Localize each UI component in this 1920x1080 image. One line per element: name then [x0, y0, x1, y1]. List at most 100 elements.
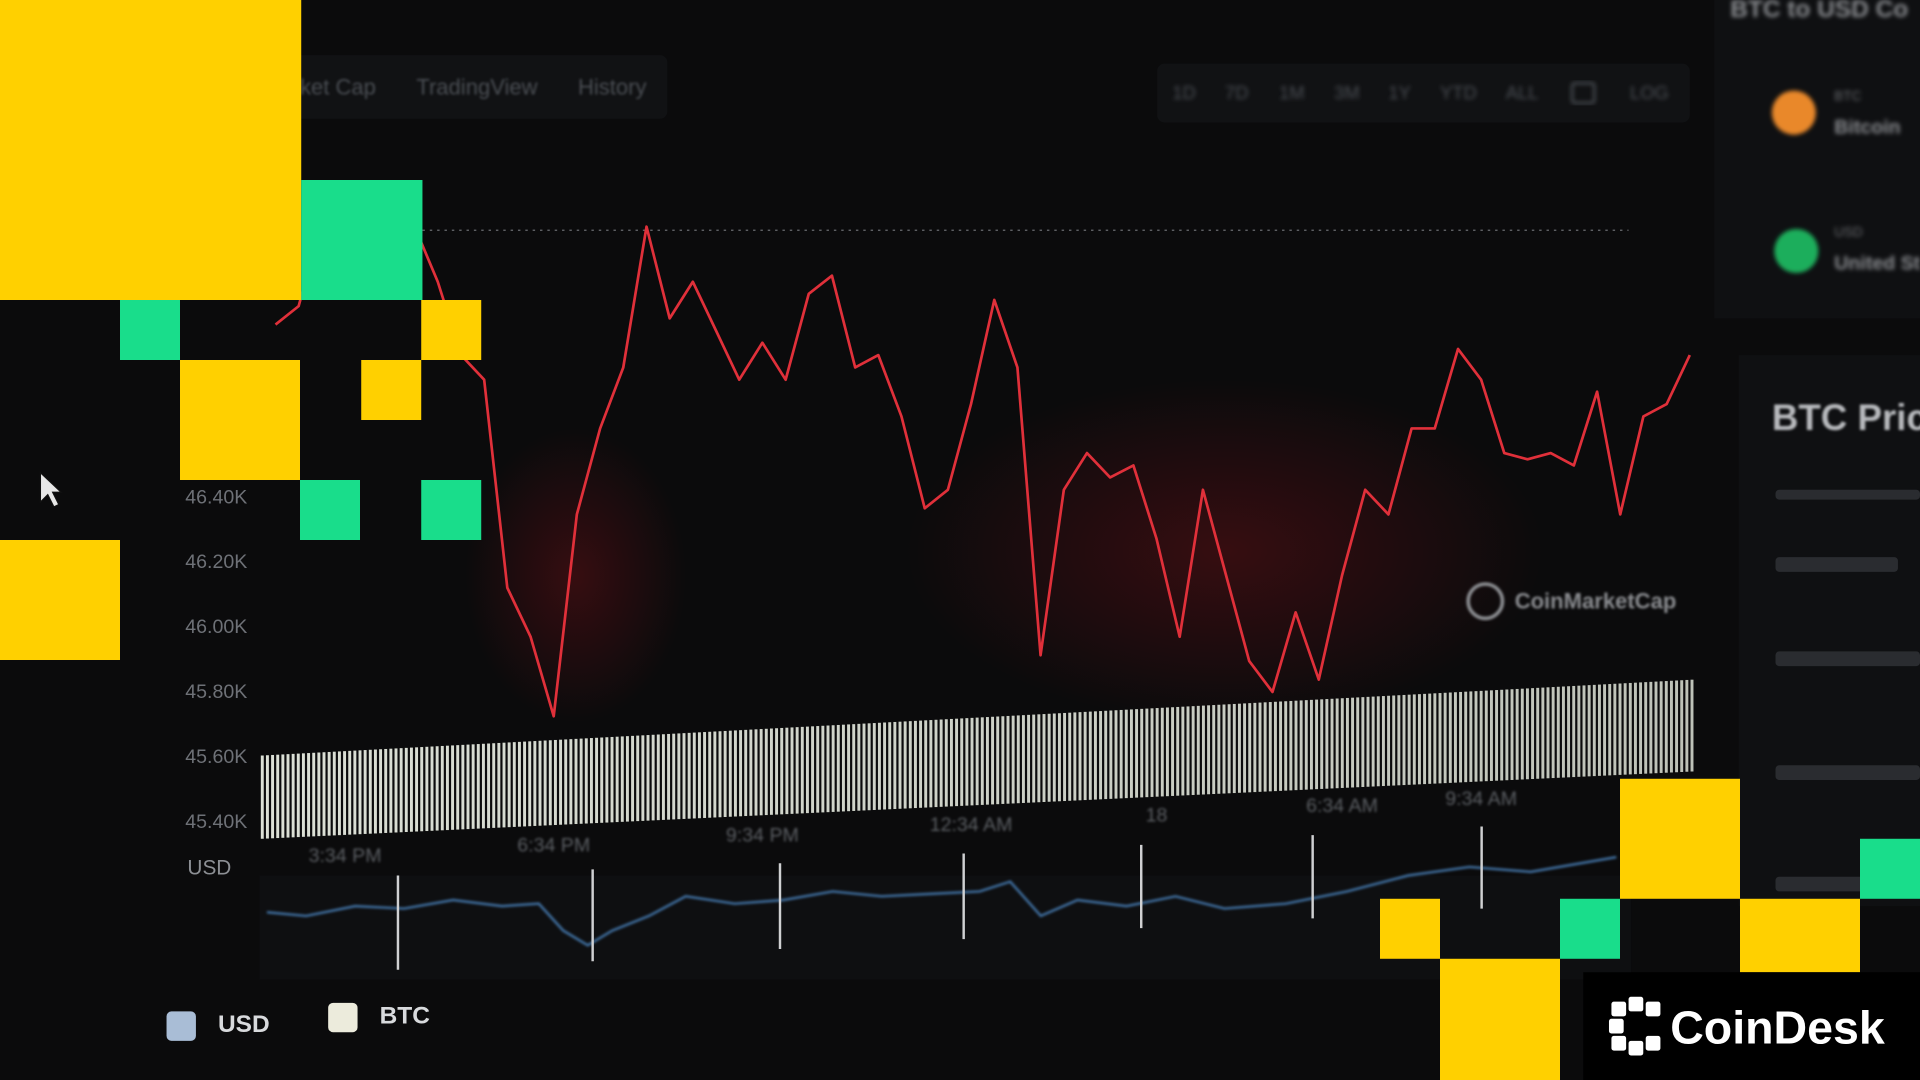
navigator-line: [266, 855, 1617, 947]
volume-bar: [1129, 709, 1133, 798]
y-axis-label: USD: [187, 856, 231, 879]
green-square: [421, 480, 482, 540]
volume-bar: [1448, 692, 1452, 783]
volume-bar: [1258, 702, 1262, 792]
volume-bar: [1366, 696, 1370, 787]
volume-bar: [1217, 704, 1221, 794]
volume-bar: [1623, 683, 1627, 775]
calendar-icon[interactable]: [1571, 82, 1596, 105]
volume-bar: [667, 733, 671, 820]
volume-bar: [805, 726, 809, 814]
volume-bar: [1536, 687, 1540, 779]
range-button[interactable]: 7D: [1225, 82, 1248, 103]
volume-bar: [615, 736, 619, 823]
volume-bar: [754, 729, 758, 816]
watermark: CoinMarketCap: [1515, 589, 1677, 614]
volume-bar: [1093, 711, 1097, 800]
volume-bar: [487, 743, 491, 829]
volume-bar: [836, 724, 840, 812]
volume-bar: [1078, 712, 1082, 801]
tab[interactable]: ket Cap: [300, 74, 376, 99]
volume-bar: [569, 739, 573, 825]
volume-bar: [497, 742, 501, 828]
volume-bar: [1222, 704, 1226, 794]
volume-bar: [1644, 682, 1648, 774]
volume-bar: [1685, 679, 1689, 772]
volume-bar: [939, 719, 943, 807]
volume-bar: [857, 723, 861, 811]
volume-bar: [307, 753, 311, 837]
volume-bar: [384, 748, 388, 833]
volume-bar: [1191, 706, 1195, 795]
volume-bar: [1505, 689, 1509, 781]
range-button[interactable]: 1Y: [1388, 82, 1410, 103]
volume-bar: [656, 734, 660, 821]
volume-bar: [1155, 708, 1159, 797]
yellow-square: [421, 300, 482, 360]
volume-bar: [975, 717, 979, 806]
volume-bar: [1633, 682, 1637, 775]
volume-bar: [1381, 696, 1385, 787]
volume-bar: [631, 735, 635, 822]
volume-bar: [579, 738, 583, 824]
volume-bar: [934, 719, 938, 808]
volume-bar: [1546, 687, 1550, 779]
volume-bar: [1453, 692, 1457, 783]
tab[interactable]: TradingView: [416, 74, 537, 99]
volume-bar: [872, 723, 876, 810]
volume-bar: [790, 727, 794, 814]
volume-bar: [1649, 681, 1653, 774]
volume-bar: [1443, 692, 1447, 784]
volume-bar: [1320, 699, 1324, 789]
volume-bar: [610, 736, 614, 823]
volume-bar: [1140, 708, 1144, 798]
converter: BTC to USD Co BTC Bitcoin USD United St: [1730, 0, 1920, 274]
volume-bar: [1227, 704, 1231, 794]
navigator-handles: [396, 826, 1483, 970]
glow: [906, 379, 1543, 723]
volume-bar: [595, 737, 599, 824]
volume-bar: [1603, 684, 1607, 776]
y-tick-label: 46.40K: [185, 486, 247, 508]
range-button[interactable]: 3M: [1334, 82, 1360, 103]
range-button[interactable]: ALL: [1506, 82, 1539, 103]
currency-name: United St: [1834, 252, 1920, 274]
volume-bar: [1042, 714, 1046, 802]
volume-bar: [1680, 680, 1684, 772]
x-tick-label: 9:34 PM: [726, 824, 799, 846]
volume-bar: [1114, 710, 1118, 799]
volume-bar: [1181, 706, 1185, 796]
volume-bar: [862, 723, 866, 811]
volume-bar: [523, 741, 527, 827]
volume-bar: [1032, 714, 1036, 803]
tab[interactable]: History: [578, 74, 647, 99]
volume-bar: [1160, 707, 1164, 797]
volume-bar: [898, 721, 902, 809]
volume-bar: [687, 732, 691, 819]
range-button[interactable]: YTD: [1440, 82, 1477, 103]
volume-bar: [507, 742, 511, 828]
yellow-square: [0, 0, 302, 300]
volume-bar: [1289, 700, 1293, 791]
volume-bar: [1392, 695, 1396, 786]
range-button[interactable]: 1D: [1172, 82, 1195, 103]
volume-bar: [348, 750, 352, 835]
glow: [465, 428, 686, 723]
volume-bar: [944, 719, 948, 807]
volume-bar: [1284, 701, 1288, 791]
volume-bar: [373, 749, 377, 834]
volume-bar: [291, 753, 295, 838]
volume-bar: [769, 728, 773, 815]
volume-bar: [260, 755, 264, 839]
volume-bar: [713, 731, 717, 818]
volume-bar: [1063, 712, 1067, 802]
volume-bar: [533, 741, 537, 826]
volume-bar: [826, 725, 830, 813]
volume-bar: [476, 744, 480, 829]
range-button[interactable]: 1M: [1279, 82, 1305, 103]
volume-bar: [1587, 685, 1591, 777]
volume-bar: [759, 729, 763, 816]
range-button[interactable]: LOG: [1630, 82, 1669, 103]
volume-bar: [1525, 688, 1529, 780]
